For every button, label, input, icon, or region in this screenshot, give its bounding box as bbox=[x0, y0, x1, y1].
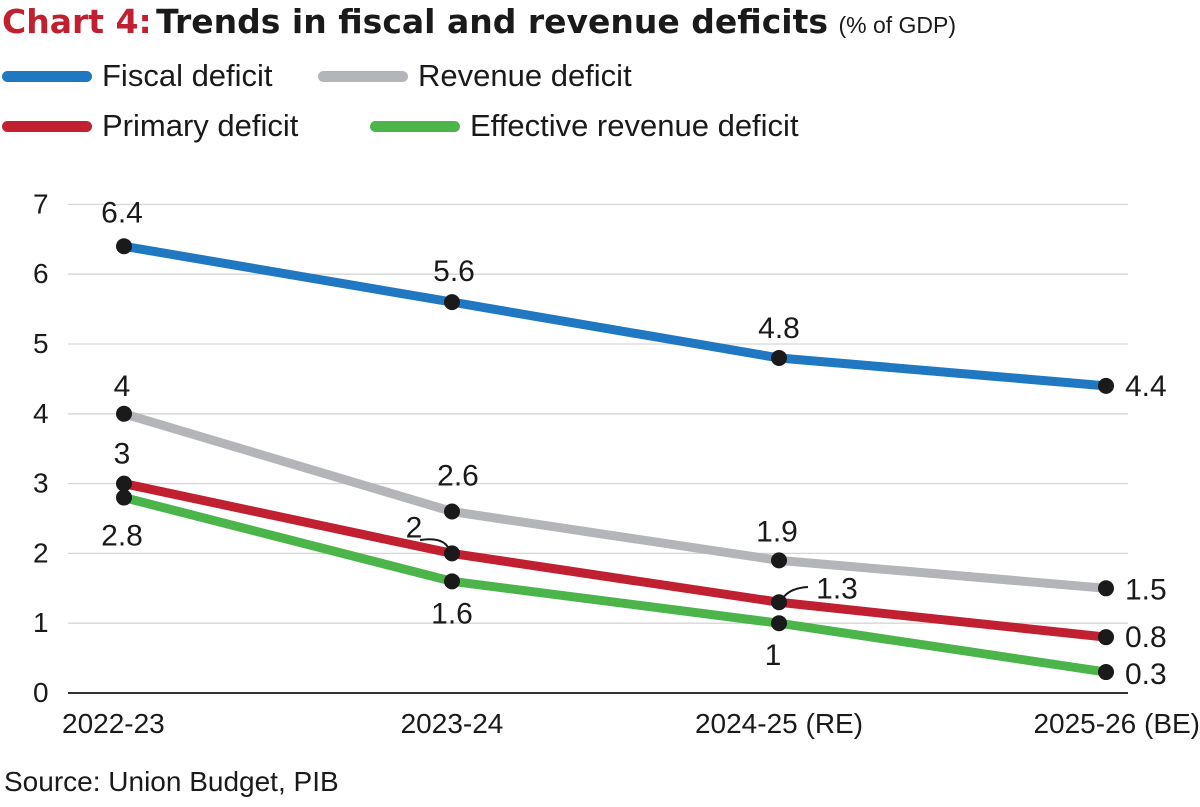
data-point bbox=[116, 475, 132, 492]
data-label: 6.4 bbox=[101, 196, 143, 229]
data-point bbox=[116, 238, 132, 255]
data-label: 0.3 bbox=[1125, 658, 1167, 691]
legend-label-effective-revenue-deficit: Effective revenue deficit bbox=[470, 108, 799, 143]
data-label: 4.4 bbox=[1125, 370, 1167, 403]
legend-label-fiscal-deficit: Fiscal deficit bbox=[102, 58, 273, 93]
data-label: 2 bbox=[406, 511, 423, 544]
y-tick-label: 2 bbox=[33, 537, 49, 568]
series-line-3 bbox=[119, 493, 1111, 677]
legend-item-revenue-deficit: Revenue deficit bbox=[318, 58, 632, 94]
legend-label-primary-deficit: Primary deficit bbox=[102, 108, 299, 143]
data-point bbox=[1098, 377, 1114, 394]
y-tick-label: 1 bbox=[33, 607, 49, 638]
data-label: 3 bbox=[114, 438, 131, 471]
data-point bbox=[771, 552, 787, 569]
data-point bbox=[444, 294, 460, 311]
data-point bbox=[444, 545, 460, 562]
y-tick-label: 5 bbox=[33, 328, 49, 359]
y-tick-label: 4 bbox=[33, 398, 49, 429]
y-tick-label: 7 bbox=[33, 188, 49, 219]
x-tick-label: 2025-26 (BE) bbox=[1033, 708, 1200, 739]
source-note: Source: Union Budget, PIB bbox=[4, 766, 339, 797]
data-point bbox=[771, 594, 787, 611]
data-point bbox=[116, 489, 132, 506]
data-label: 4.8 bbox=[758, 312, 800, 345]
y-tick-label: 3 bbox=[33, 468, 49, 499]
series-line-0 bbox=[119, 241, 1111, 391]
x-tick-label: 2024-25 (RE) bbox=[695, 708, 863, 739]
legend-item-fiscal-deficit: Fiscal deficit bbox=[2, 58, 273, 94]
legend-label-revenue-deficit: Revenue deficit bbox=[418, 58, 632, 93]
data-label: 1 bbox=[765, 639, 782, 672]
chart-legend: Fiscal deficit Revenue deficit Primary d… bbox=[0, 58, 900, 158]
data-point bbox=[1098, 664, 1114, 681]
legend-swatch-primary-deficit bbox=[2, 120, 92, 132]
data-point bbox=[116, 405, 132, 422]
x-tick-label: 2022-23 bbox=[62, 708, 165, 739]
series-line-2 bbox=[119, 479, 1111, 642]
data-label: 1.6 bbox=[431, 597, 473, 630]
chart-title-main: Trends in fiscal and revenue deficits bbox=[156, 2, 828, 41]
chart-title-unit: (% of GDP) bbox=[838, 12, 957, 38]
data-point bbox=[1098, 629, 1114, 646]
legend-item-effective-revenue-deficit: Effective revenue deficit bbox=[370, 108, 799, 144]
legend-swatch-effective-revenue-deficit bbox=[370, 120, 460, 132]
data-point bbox=[1098, 580, 1114, 597]
y-tick-label: 6 bbox=[33, 258, 49, 289]
data-label: 1.9 bbox=[756, 515, 798, 548]
series-line-1 bbox=[119, 409, 1111, 593]
data-label: 1.3 bbox=[816, 572, 858, 605]
chart-title-prefix: Chart 4: bbox=[2, 2, 152, 41]
x-tick-label: 2023-24 bbox=[401, 708, 504, 739]
data-point bbox=[444, 503, 460, 520]
data-point bbox=[771, 615, 787, 632]
chart-title: Chart 4: Trends in fiscal and revenue de… bbox=[2, 2, 956, 41]
data-point bbox=[771, 349, 787, 366]
leader-line bbox=[782, 586, 809, 599]
legend-item-primary-deficit: Primary deficit bbox=[2, 108, 298, 144]
data-point bbox=[444, 573, 460, 590]
legend-swatch-fiscal-deficit bbox=[2, 70, 92, 82]
data-label: 1.5 bbox=[1125, 573, 1167, 606]
data-label: 4 bbox=[114, 370, 131, 403]
y-tick-label: 0 bbox=[33, 677, 49, 708]
data-label: 0.8 bbox=[1125, 621, 1167, 654]
legend-swatch-revenue-deficit bbox=[318, 70, 408, 82]
data-label: 2.8 bbox=[101, 520, 143, 553]
data-label: 5.6 bbox=[433, 255, 475, 288]
line-chart: 0 1 2 3 4 5 6 7 2022-23 2023-24 2024-25 (RE) 2025-2… bbox=[33, 188, 1200, 739]
data-label: 2.6 bbox=[437, 460, 479, 493]
